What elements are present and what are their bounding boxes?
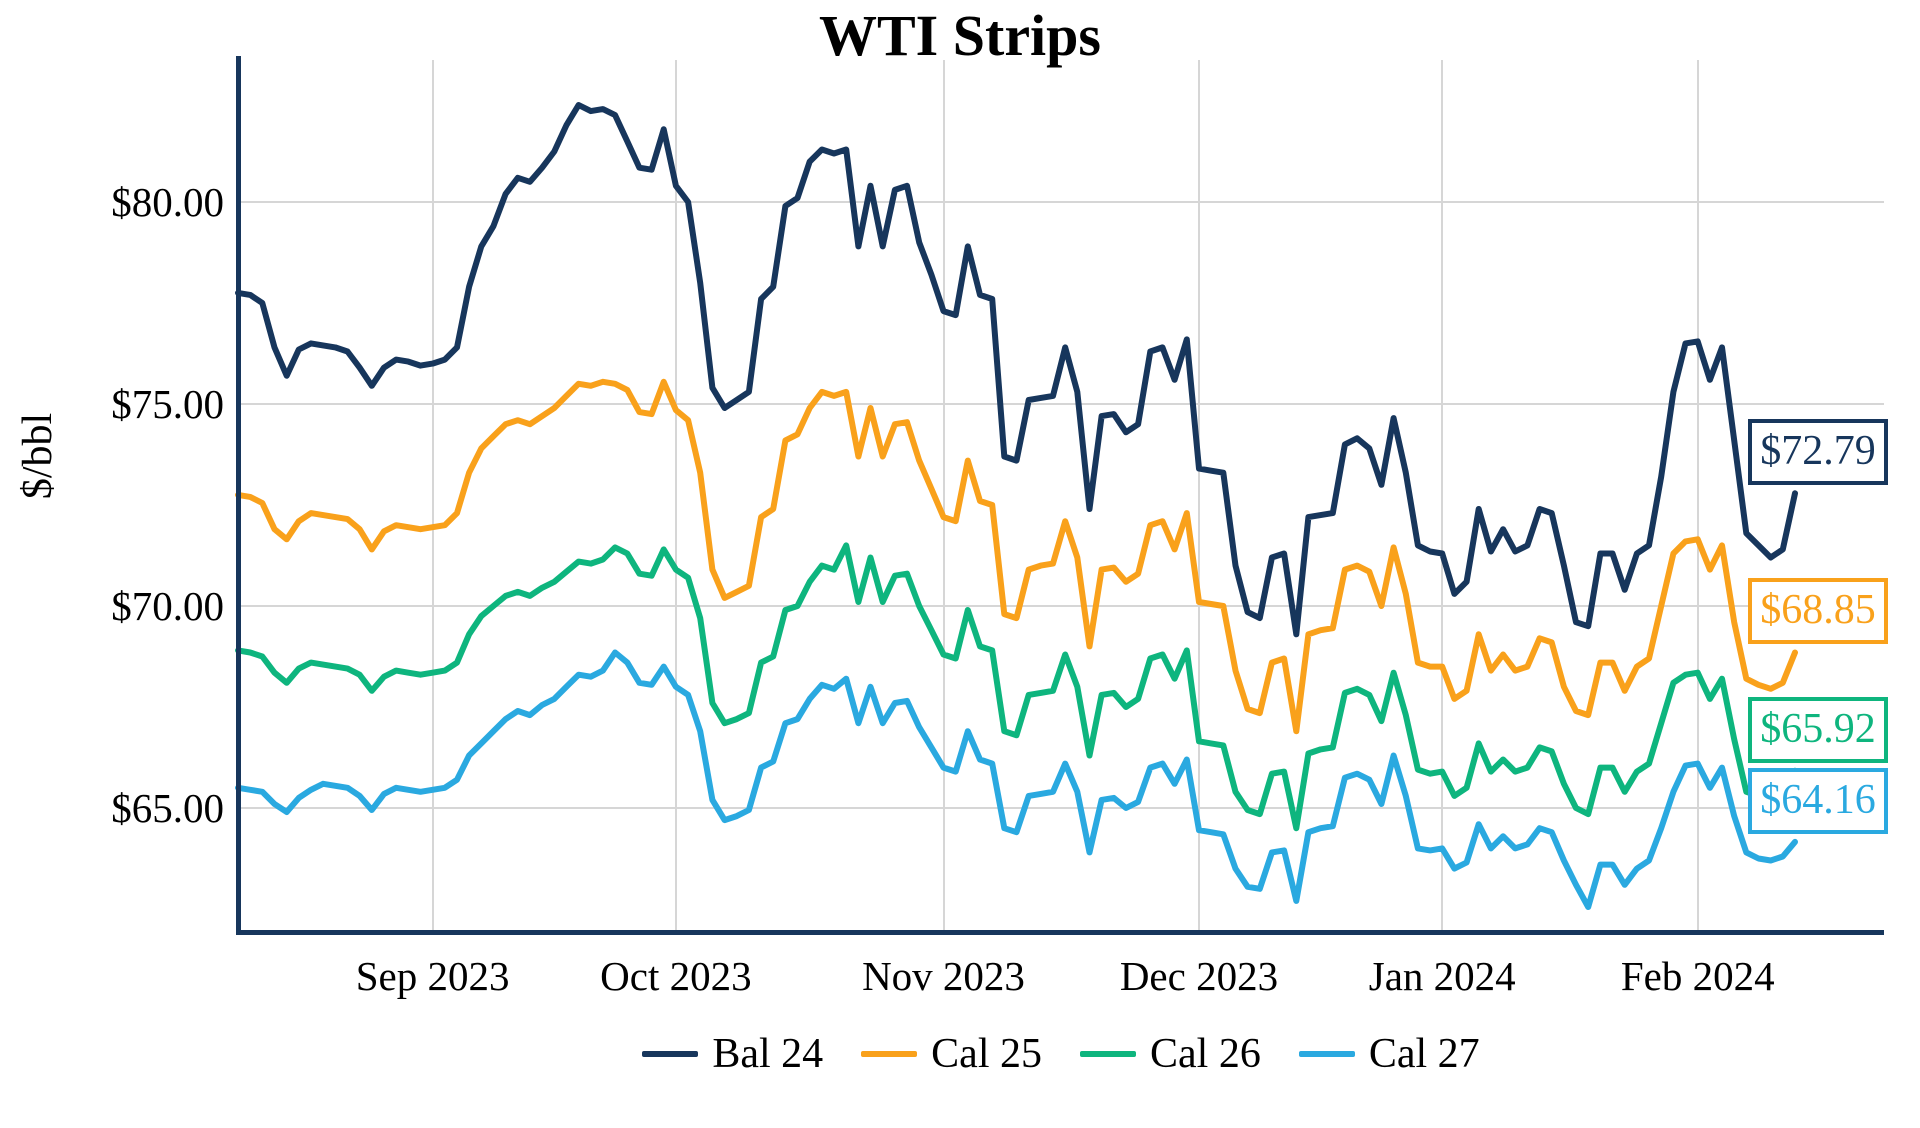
legend: Bal 24 Cal 25 Cal 26 Cal 27 <box>238 1030 1884 1078</box>
series-line-cal-26 <box>235 542 1798 832</box>
gridline-x <box>431 60 434 932</box>
gridline-x <box>1696 60 1699 932</box>
gridline-x <box>1441 60 1444 932</box>
gridline-y-75 <box>238 403 1884 405</box>
legend-item-bal-24: Bal 24 <box>642 1030 823 1078</box>
x-tick-label: Dec 2023 <box>1119 953 1279 999</box>
x-tick-label: Sep 2023 <box>355 953 510 999</box>
x-tick-label: Nov 2023 <box>862 953 1025 999</box>
end-label-cal-27: $64.16 <box>1748 767 1888 834</box>
legend-item-cal-26: Cal 26 <box>1080 1030 1261 1078</box>
gridline-x <box>674 60 677 932</box>
end-label-bal-24: $72.79 <box>1748 419 1888 486</box>
y-tick-label: $70.00 <box>111 583 224 629</box>
x-axis-spine <box>236 930 1884 935</box>
gridline-y-70 <box>238 605 1884 607</box>
legend-label: Cal 27 <box>1368 1031 1480 1077</box>
legend-swatch-icon <box>1080 1051 1136 1057</box>
gridline-y-65 <box>238 807 1884 809</box>
legend-label: Cal 25 <box>931 1031 1042 1077</box>
series-line-bal-24 <box>235 102 1798 638</box>
legend-item-cal-27: Cal 27 <box>1298 1030 1480 1078</box>
series-line-cal-25 <box>235 378 1798 735</box>
legend-swatch-icon <box>642 1051 699 1057</box>
x-tick-label: Jan 2024 <box>1368 953 1516 999</box>
legend-label: Bal 24 <box>712 1031 824 1077</box>
legend-swatch-icon <box>861 1051 918 1057</box>
y-tick-label: $75.00 <box>111 381 224 427</box>
legend-label: Cal 26 <box>1150 1031 1261 1077</box>
gridline-x <box>942 60 945 932</box>
series-line-cal-27 <box>235 649 1798 910</box>
y-axis-spine <box>236 56 241 935</box>
x-tick-label: Oct 2023 <box>600 953 752 999</box>
y-tick-label: $80.00 <box>111 179 224 225</box>
gridline-x <box>1197 60 1200 932</box>
gridline-y-80 <box>238 201 1884 203</box>
legend-item-cal-25: Cal 25 <box>861 1030 1042 1078</box>
end-label-cal-25: $68.85 <box>1748 578 1888 645</box>
chart-title: WTI Strips <box>818 3 1101 68</box>
legend-swatch-icon <box>1298 1051 1355 1057</box>
y-tick-label: $65.00 <box>111 785 224 831</box>
end-label-cal-26: $65.92 <box>1748 696 1888 763</box>
x-tick-label: Feb 2024 <box>1620 953 1775 999</box>
